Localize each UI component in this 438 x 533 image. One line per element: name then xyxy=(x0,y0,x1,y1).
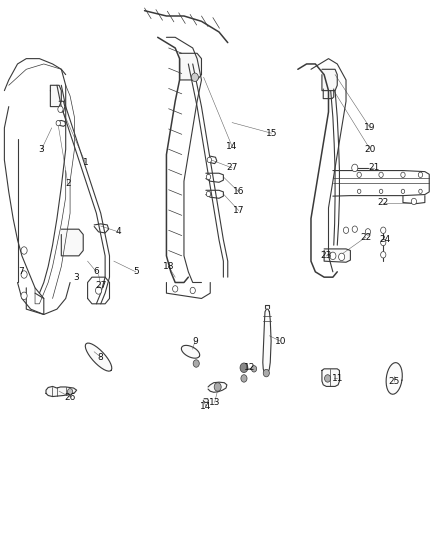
Text: 3: 3 xyxy=(74,273,80,281)
Circle shape xyxy=(381,227,386,233)
Circle shape xyxy=(379,172,383,177)
Circle shape xyxy=(190,287,195,294)
Circle shape xyxy=(206,191,211,197)
Text: 19: 19 xyxy=(364,124,376,132)
Circle shape xyxy=(21,292,27,300)
Text: 2: 2 xyxy=(65,180,71,188)
Circle shape xyxy=(401,189,405,193)
Text: 24: 24 xyxy=(380,236,391,244)
Text: 26: 26 xyxy=(64,393,76,401)
Text: 27: 27 xyxy=(95,281,106,289)
Polygon shape xyxy=(61,229,83,256)
Text: 27: 27 xyxy=(226,164,238,172)
Polygon shape xyxy=(322,369,339,386)
Text: 10: 10 xyxy=(275,337,286,345)
Text: 25: 25 xyxy=(389,377,400,385)
Circle shape xyxy=(56,120,60,126)
Text: 11: 11 xyxy=(332,374,343,383)
Polygon shape xyxy=(386,362,402,394)
Circle shape xyxy=(173,286,178,292)
Text: 5: 5 xyxy=(133,268,139,276)
Polygon shape xyxy=(46,386,77,397)
Text: 14: 14 xyxy=(226,142,238,151)
Text: 23: 23 xyxy=(321,252,332,260)
Circle shape xyxy=(207,157,212,163)
Text: 22: 22 xyxy=(360,233,371,241)
Circle shape xyxy=(193,360,199,367)
Text: 22: 22 xyxy=(378,198,389,207)
Text: 4: 4 xyxy=(116,228,121,236)
Circle shape xyxy=(263,369,269,377)
Circle shape xyxy=(381,239,386,246)
Circle shape xyxy=(21,271,27,278)
Circle shape xyxy=(58,106,63,112)
Text: 14: 14 xyxy=(200,402,212,410)
Circle shape xyxy=(419,189,422,193)
Circle shape xyxy=(21,247,27,254)
Text: 3: 3 xyxy=(39,145,45,154)
Circle shape xyxy=(325,375,331,382)
Text: 7: 7 xyxy=(18,268,24,276)
Circle shape xyxy=(352,226,357,232)
Circle shape xyxy=(240,363,248,373)
Text: 21: 21 xyxy=(369,164,380,172)
Circle shape xyxy=(251,366,257,372)
Circle shape xyxy=(381,252,386,258)
Circle shape xyxy=(67,389,73,395)
Text: 13: 13 xyxy=(209,398,220,407)
Circle shape xyxy=(418,172,423,177)
Polygon shape xyxy=(181,345,200,358)
Circle shape xyxy=(352,164,358,172)
Circle shape xyxy=(330,252,336,260)
Circle shape xyxy=(357,172,361,177)
Text: 16: 16 xyxy=(233,188,244,196)
Polygon shape xyxy=(50,85,61,107)
Text: 6: 6 xyxy=(93,268,99,276)
Circle shape xyxy=(411,198,417,205)
Text: 9: 9 xyxy=(192,337,198,345)
Circle shape xyxy=(357,189,361,193)
Circle shape xyxy=(365,229,371,235)
Circle shape xyxy=(191,73,198,82)
Polygon shape xyxy=(180,53,201,80)
Text: 12: 12 xyxy=(244,364,255,372)
Circle shape xyxy=(241,375,247,382)
Polygon shape xyxy=(324,249,350,262)
Polygon shape xyxy=(208,382,227,392)
Text: 1: 1 xyxy=(82,158,88,167)
Polygon shape xyxy=(85,343,112,371)
Circle shape xyxy=(95,287,102,294)
Polygon shape xyxy=(323,89,334,99)
Text: 17: 17 xyxy=(233,206,244,215)
Text: 18: 18 xyxy=(163,262,174,271)
Circle shape xyxy=(339,253,345,261)
Polygon shape xyxy=(322,69,337,91)
Circle shape xyxy=(379,189,383,193)
Circle shape xyxy=(343,227,349,233)
Circle shape xyxy=(214,383,221,391)
Text: 20: 20 xyxy=(364,145,376,154)
Text: 8: 8 xyxy=(98,353,104,361)
Polygon shape xyxy=(263,309,271,374)
Circle shape xyxy=(401,172,405,177)
Text: 15: 15 xyxy=(266,129,277,138)
Circle shape xyxy=(206,174,211,180)
